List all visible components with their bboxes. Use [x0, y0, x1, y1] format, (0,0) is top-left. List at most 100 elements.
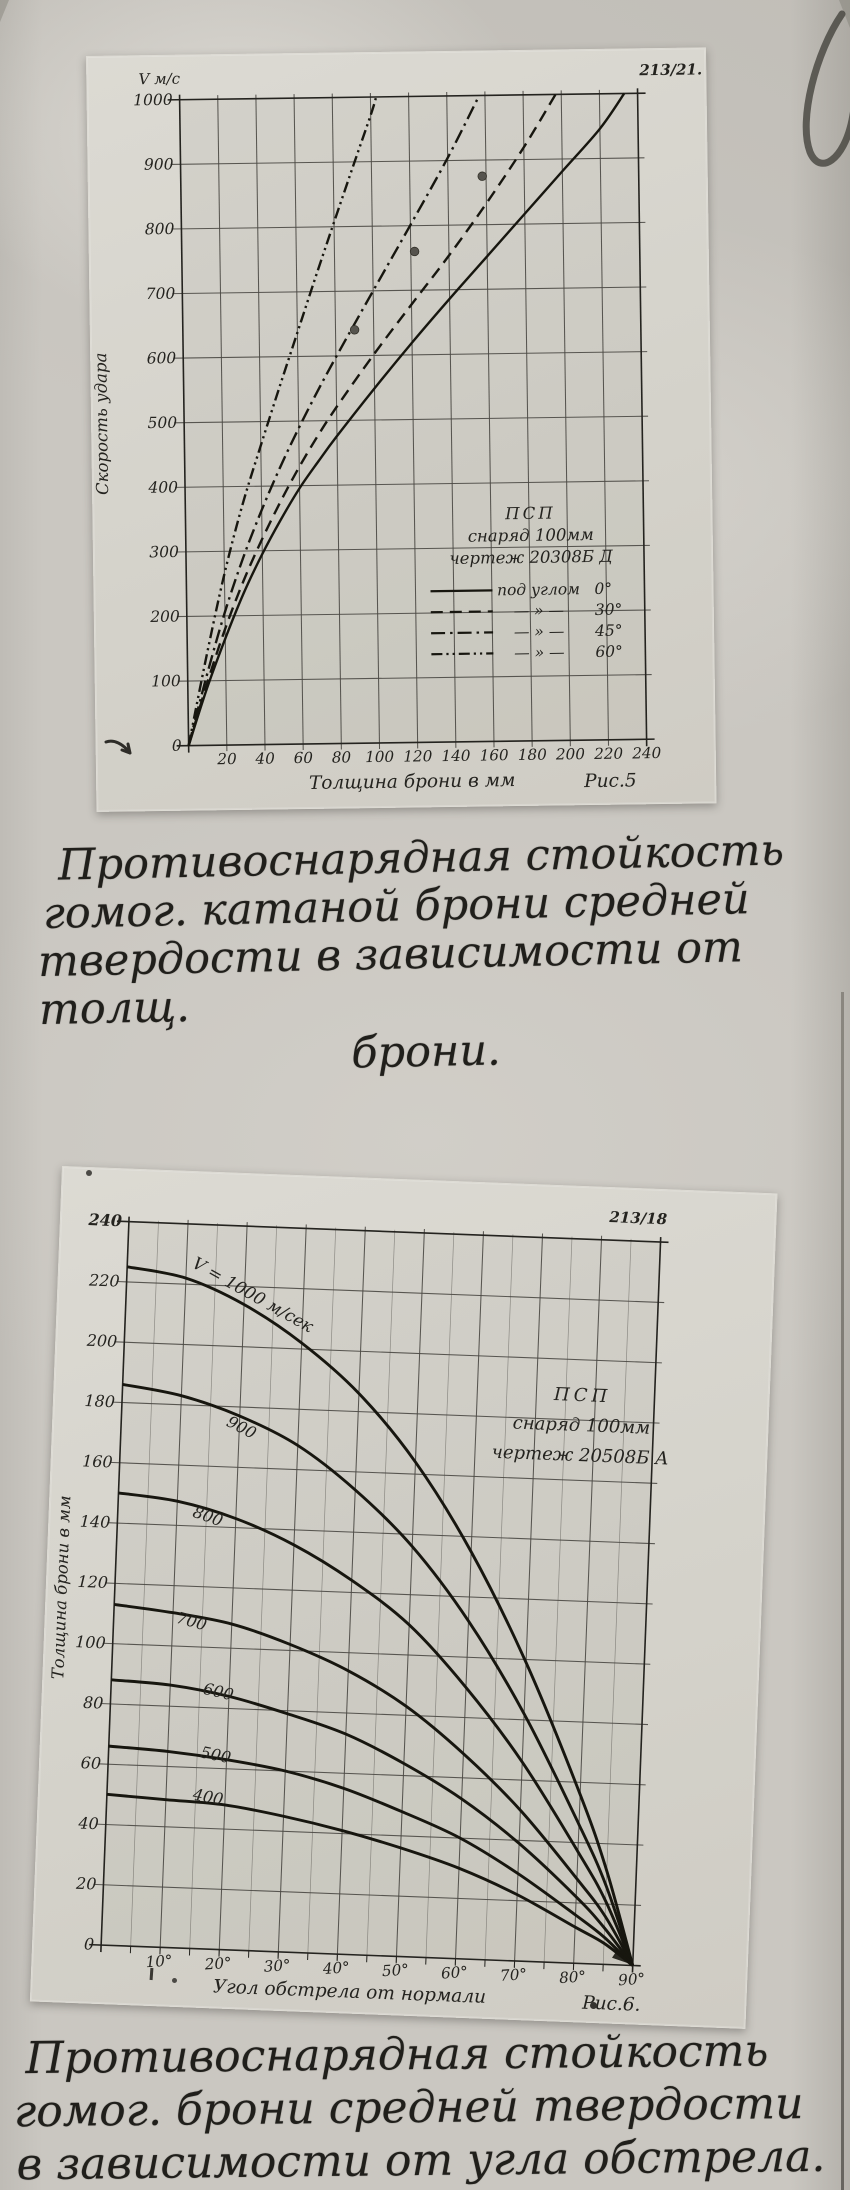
x-tick-label: 80° — [559, 1967, 587, 1987]
x-tick-label: 70° — [500, 1965, 528, 1985]
caption-line: твердости в зависимости от толщ. — [37, 922, 744, 1036]
x-tick-label: 160 — [480, 746, 510, 764]
x-tick-label: 20° — [203, 1954, 232, 1974]
y-tick-label: 160 — [82, 1451, 113, 1471]
curve-500 — [108, 1744, 634, 1967]
axis-line — [116, 1220, 669, 1244]
x-tick-label: 100 — [365, 748, 395, 766]
figure-number: Рис.5 — [583, 770, 637, 792]
grid-line-minor — [248, 1225, 278, 1955]
x-tick-label: 120 — [403, 747, 433, 765]
grid-line — [446, 91, 457, 748]
grid-line — [331, 93, 342, 750]
grid-line — [95, 1823, 644, 1846]
grid-line — [176, 609, 651, 618]
x-tick-label: 200 — [555, 745, 586, 763]
y-tick-label: 100 — [75, 1632, 106, 1652]
y-tick-label: 400 — [147, 478, 178, 496]
y-tick-label: 300 — [149, 543, 179, 561]
legend-line-sample — [430, 610, 493, 614]
y-tick-label: 700 — [146, 285, 176, 303]
grid-line — [175, 544, 650, 553]
y-tick-label: 900 — [144, 155, 174, 173]
curve-под углом 45° — [187, 94, 481, 746]
grid-line — [170, 157, 645, 165]
y-tick-label: 40 — [77, 1813, 99, 1833]
y-tick-label: 220 — [88, 1270, 120, 1290]
y-tick-label: 120 — [77, 1572, 108, 1592]
legend-header: чертеж 20308Б Д — [449, 547, 613, 568]
grid-line-minor — [307, 1227, 337, 1958]
legend-line-sample — [430, 589, 493, 593]
figure5-photo: 0 100 200 300 400 500 600 700 800 900 1000 20 40 60 80… — [86, 47, 717, 812]
margin-arrow-mark — [104, 739, 132, 755]
caption-line: гомог. брони средней твердости — [13, 2078, 804, 2138]
grid-line — [105, 1582, 653, 1605]
grid-line — [336, 1226, 366, 1961]
corner-mark: 213/18 — [608, 1208, 668, 1228]
grid-line — [159, 1219, 189, 1954]
grid-line — [173, 351, 648, 359]
figure5-chart: 0 100 200 300 400 500 600 700 800 900 1000 20 40 60 80… — [91, 60, 702, 794]
x-tick-label: 180 — [518, 746, 548, 764]
x-tick-label: 40 — [254, 749, 275, 767]
y-tick-label: 180 — [84, 1391, 115, 1411]
legend-entry-angle: 45° — [594, 622, 623, 640]
grid-line — [175, 480, 649, 488]
legend-line-sample — [431, 652, 494, 656]
grid-line — [102, 1642, 651, 1665]
y-tick-label: 1000 — [133, 91, 173, 110]
grid-line — [484, 91, 495, 748]
x-axis-title: Толщина брони в мм — [309, 770, 516, 794]
legend-header: ПСП — [504, 503, 556, 523]
grid-line — [598, 89, 610, 746]
figure6-chart: V = 1000 м/сек90080070060050040002040608… — [48, 1208, 669, 2016]
data-point-marker — [477, 171, 487, 181]
x-tick-label: 10° — [145, 1951, 173, 1971]
convergence-arrow — [612, 1949, 632, 1965]
y-tick-label: 600 — [147, 349, 177, 367]
handwritten-flourish — [802, 10, 850, 167]
y-tick-label: 100 — [151, 672, 181, 690]
x-tick-label: 60° — [440, 1963, 468, 1983]
x-tick-label: 40° — [321, 1958, 350, 1978]
grid-line — [572, 1235, 603, 1970]
grid-line — [369, 93, 381, 749]
legend-entry-text: — » — — [514, 622, 565, 641]
x-tick-label: 30° — [263, 1956, 291, 1976]
x-tick-label: 80 — [332, 748, 352, 766]
axis-line — [167, 92, 646, 101]
data-point-marker — [409, 246, 420, 257]
x-tick-label: 140 — [441, 747, 471, 765]
x-tick-label: 220 — [593, 745, 624, 763]
grid-line-minor — [189, 1223, 218, 1953]
grid-line — [217, 95, 228, 752]
corner-mark: 213/21. — [638, 60, 702, 79]
y-tick-label: 200 — [149, 608, 180, 626]
axis-line — [100, 1216, 130, 1953]
legend-entry-angle: 0° — [594, 580, 612, 598]
curve-800 — [118, 1491, 635, 1967]
legend-header: снаряд 100мм — [468, 525, 594, 546]
grid-line — [177, 674, 652, 682]
y-tick-label: 240 — [87, 1210, 122, 1230]
grid-line — [93, 1883, 642, 1906]
x-tick-label: 20 — [216, 750, 237, 768]
curve-под углом 0° — [187, 92, 626, 747]
grid-line — [172, 286, 647, 295]
grid-line-minor — [484, 1234, 514, 1964]
curve-под углом 30° — [187, 93, 557, 746]
x-tick-label: 50° — [381, 1961, 409, 1981]
axis-line — [636, 88, 648, 747]
figure6-caption: Противоснарядная стойкость гомог. брони … — [11, 2024, 839, 2190]
y-tick-label: 140 — [79, 1512, 110, 1532]
figure5-caption: Противоснарядная стойкость гомог. катано… — [36, 825, 813, 1084]
paper-speck — [590, 2002, 597, 2009]
caption-line: Противоснарядная стойкость — [25, 2025, 769, 2085]
x-tick-label: 90° — [618, 1970, 646, 1990]
y-axis-title: Толщина брони в мм — [48, 1495, 74, 1680]
grid-line-minor — [130, 1220, 159, 1951]
y-tick-label: 0 — [84, 1934, 95, 1953]
grid-line — [171, 221, 646, 230]
